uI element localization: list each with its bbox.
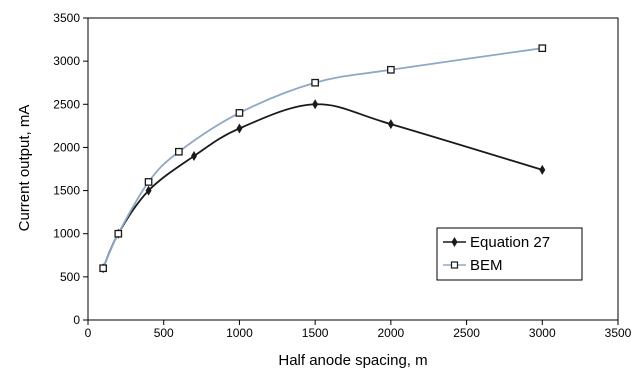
legend-box (436, 227, 583, 281)
x-tick-label: 2000 (378, 326, 405, 340)
data-point-bem (311, 78, 319, 87)
y-tick-label: 500 (60, 270, 80, 284)
legend-label-equation-27: Equation 27 (470, 234, 550, 251)
x-tick-label: 0 (85, 326, 92, 340)
data-point-equation-27 (191, 151, 197, 162)
x-tick-label: 500 (154, 326, 174, 340)
y-tick-label: 0 (73, 313, 80, 327)
data-point-bem (235, 109, 244, 117)
data-point-equation-27 (145, 185, 152, 196)
y-tick-label: 1500 (53, 184, 80, 198)
legend: Equation 27 BEM (436, 227, 583, 281)
data-point-bem (114, 229, 123, 238)
data-point-bem (538, 44, 547, 53)
axes (83, 17, 619, 325)
x-axis-title: Half anode spacing, m (278, 352, 427, 369)
legend-marker-bem (450, 261, 459, 269)
legend-label-bem: BEM (470, 257, 503, 274)
y-tick-label: 1000 (53, 227, 80, 241)
legend-marker-equation-27 (451, 237, 458, 247)
x-tick-label: 3000 (529, 326, 556, 340)
x-tick-label: 2500 (453, 326, 480, 340)
data-point-equation-27 (539, 164, 546, 175)
data-point-equation-27 (387, 119, 394, 130)
y-tick-label: 3000 (53, 54, 80, 68)
data-point-bem (144, 178, 153, 186)
plot-area-frame (87, 17, 619, 321)
series-markers (99, 44, 547, 274)
x-tick-label: 1000 (226, 326, 253, 340)
tick-labels: 0 500 1000 1500 2000 2500 3000 3500 0 500 1000 1500… (53, 11, 631, 340)
y-axis-title: Current output, mA (16, 105, 33, 232)
data-point-bem (175, 147, 183, 156)
x-tick-label: 1500 (302, 326, 329, 340)
data-point-equation-27 (312, 99, 319, 110)
data-point-equation-27 (236, 123, 243, 134)
y-tick-label: 3500 (53, 11, 80, 25)
y-tick-label: 2000 (53, 140, 80, 154)
x-tick-label: 3500 (605, 326, 632, 340)
data-point-bem (387, 65, 395, 74)
data-point-bem (99, 264, 107, 273)
y-tick-label: 2500 (53, 97, 80, 111)
